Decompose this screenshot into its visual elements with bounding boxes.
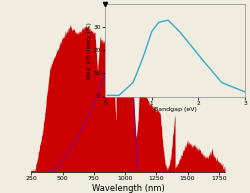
X-axis label: Bandgap (eV): Bandgap (eV) [154,107,196,112]
Y-axis label: Max. efficiency (%): Max. efficiency (%) [87,22,92,79]
Text: Absorption of
silicon junction: Absorption of silicon junction [127,31,194,88]
Text: Solar
spectrum: Solar spectrum [50,88,90,107]
X-axis label: Wavelength (nm): Wavelength (nm) [92,184,164,193]
